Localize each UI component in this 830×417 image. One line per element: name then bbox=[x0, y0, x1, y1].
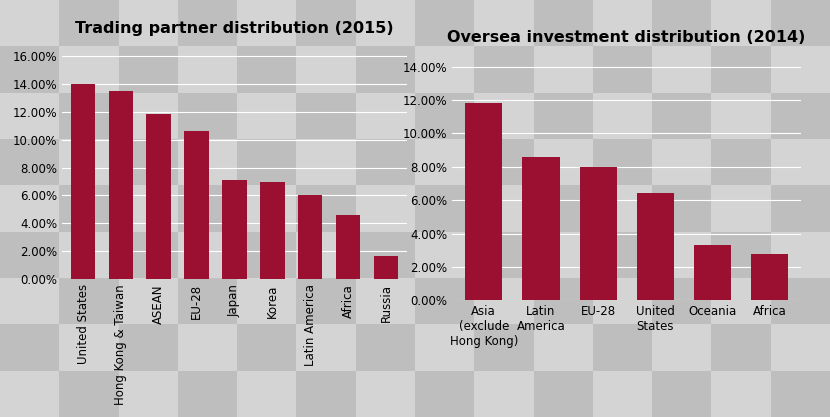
Bar bbox=[522, 157, 559, 300]
Bar bbox=[71, 84, 95, 279]
Bar bbox=[751, 254, 788, 300]
Bar bbox=[579, 167, 617, 300]
Bar bbox=[374, 256, 398, 279]
Bar bbox=[184, 131, 209, 279]
Bar bbox=[694, 245, 731, 300]
Bar bbox=[298, 196, 323, 279]
Title: Trading partner distribution (2015): Trading partner distribution (2015) bbox=[76, 21, 393, 36]
Bar bbox=[146, 114, 171, 279]
Bar bbox=[109, 90, 134, 279]
Bar bbox=[465, 103, 502, 300]
Title: Oversea investment distribution (2014): Oversea investment distribution (2014) bbox=[447, 30, 806, 45]
Bar bbox=[637, 193, 674, 300]
Bar bbox=[335, 215, 360, 279]
Bar bbox=[222, 180, 247, 279]
Bar bbox=[260, 181, 285, 279]
